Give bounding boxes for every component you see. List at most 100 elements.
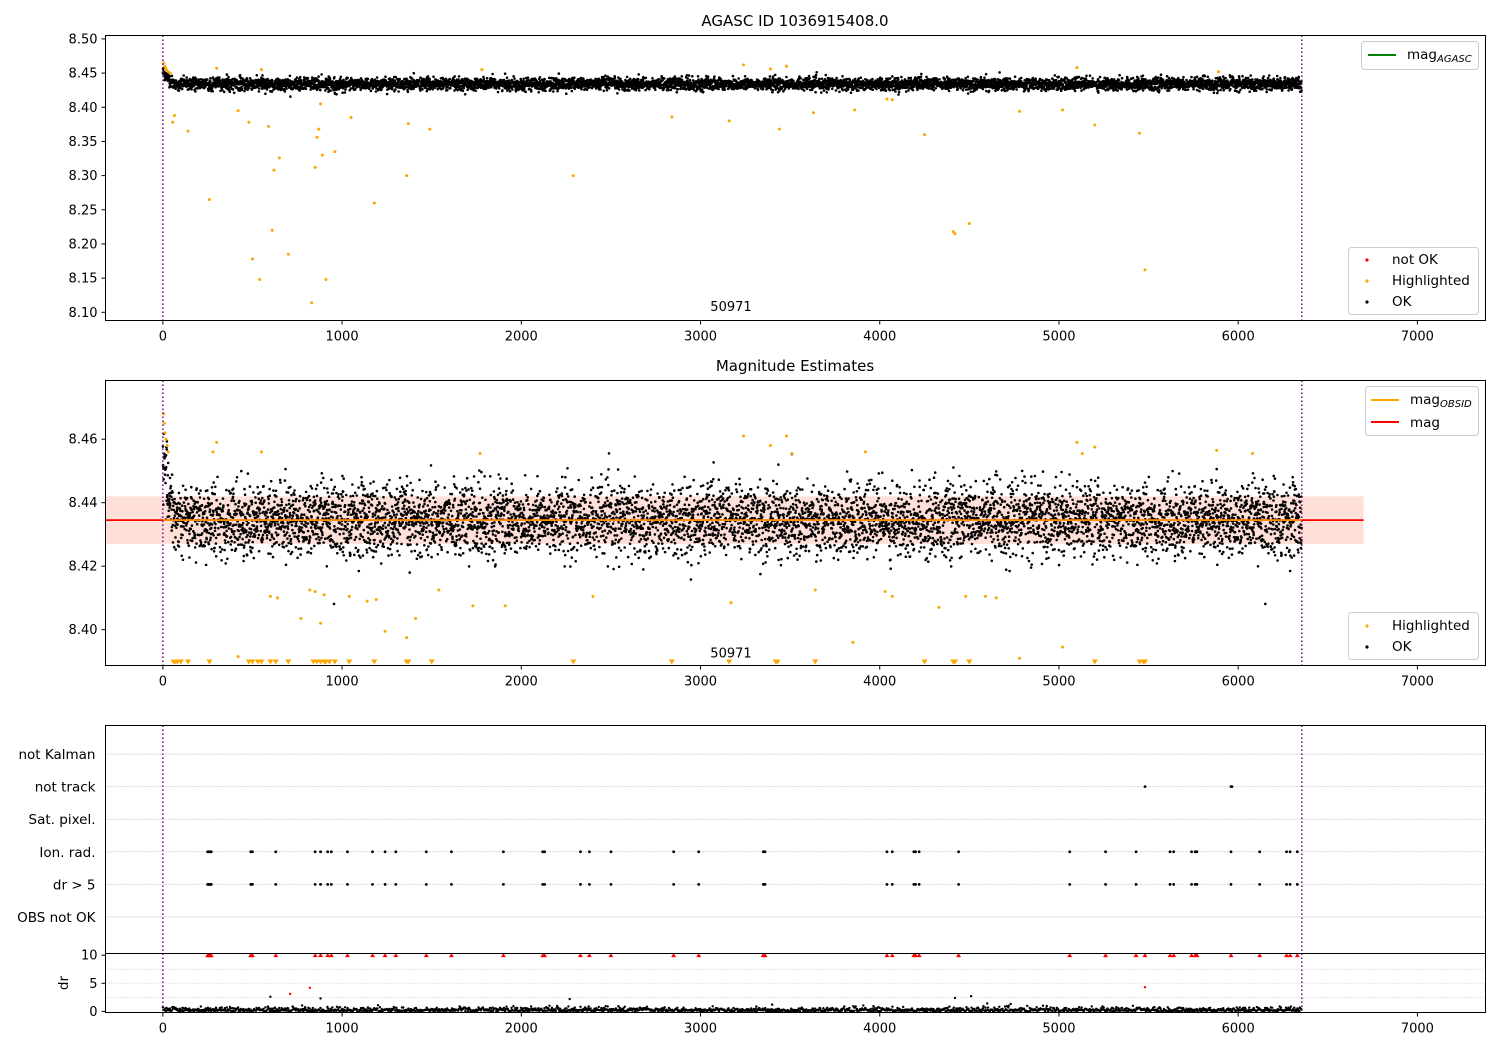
ok-point bbox=[966, 92, 970, 95]
ok-point bbox=[445, 88, 449, 92]
ok-point bbox=[341, 91, 344, 94]
ok-point bbox=[928, 87, 931, 90]
ok-point bbox=[276, 77, 279, 80]
ok-point bbox=[359, 88, 363, 92]
ok-point bbox=[368, 87, 371, 90]
ok-point bbox=[1019, 76, 1023, 80]
ok-point bbox=[667, 88, 670, 92]
ok-point bbox=[346, 76, 349, 80]
ok-point bbox=[717, 87, 720, 91]
ok-point bbox=[324, 89, 327, 92]
ok-point bbox=[243, 89, 246, 93]
ok-point bbox=[406, 90, 410, 94]
ok-point bbox=[394, 88, 397, 91]
ok-point bbox=[912, 85, 915, 88]
ok-point bbox=[613, 76, 617, 80]
ok-point bbox=[934, 87, 937, 90]
ok-point bbox=[880, 77, 884, 81]
ok-point bbox=[841, 75, 844, 78]
ok-point bbox=[524, 90, 527, 94]
ok-point bbox=[557, 72, 561, 75]
ok-point bbox=[547, 76, 551, 80]
ok-point bbox=[663, 77, 666, 80]
ok-point bbox=[343, 91, 347, 94]
ok-point bbox=[835, 76, 838, 80]
ok-point bbox=[319, 88, 322, 92]
ok-point bbox=[676, 88, 680, 91]
ok-point bbox=[802, 89, 806, 92]
ok-point bbox=[875, 87, 878, 91]
ok-point bbox=[599, 88, 602, 91]
ok-point bbox=[369, 89, 373, 93]
ok-point bbox=[412, 71, 416, 75]
ok-point bbox=[884, 89, 888, 92]
ok-point bbox=[616, 92, 619, 95]
ok-point bbox=[808, 76, 811, 80]
ok-point bbox=[687, 80, 690, 84]
ok-point bbox=[179, 86, 182, 90]
ok-point bbox=[669, 88, 673, 92]
ok-point bbox=[526, 76, 530, 79]
ok-point bbox=[792, 79, 795, 83]
ok-point bbox=[888, 88, 892, 92]
ok-point bbox=[644, 76, 648, 80]
ok-point bbox=[344, 88, 347, 91]
ok-point bbox=[920, 72, 923, 76]
ok-point bbox=[648, 87, 651, 91]
ok-point bbox=[393, 79, 397, 82]
ok-point bbox=[496, 90, 500, 94]
ok-point bbox=[771, 88, 775, 92]
ok-point bbox=[232, 91, 236, 95]
ok-point bbox=[768, 75, 772, 78]
ok-point bbox=[820, 91, 823, 94]
ok-point bbox=[979, 75, 983, 79]
ok-point bbox=[562, 80, 565, 84]
ok-point bbox=[238, 73, 242, 77]
ok-point bbox=[218, 76, 221, 79]
ok-point bbox=[966, 75, 970, 79]
ok-point bbox=[909, 76, 913, 80]
panel-agasc-magnitude: AGASC ID 1036915408.0 0 1000 2000 3000 4000 5… bbox=[69, 12, 1486, 345]
chart-title: AGASC ID 1036915408.0 bbox=[701, 12, 888, 30]
ok-point bbox=[814, 76, 818, 80]
ok-point bbox=[1034, 77, 1037, 81]
ok-point bbox=[180, 87, 184, 91]
ok-point bbox=[985, 89, 988, 93]
ok-point bbox=[771, 75, 775, 78]
ok-point bbox=[859, 76, 863, 79]
ok-point bbox=[845, 77, 849, 81]
ok-point bbox=[723, 88, 726, 91]
ok-point bbox=[628, 77, 632, 81]
ok-point bbox=[298, 75, 302, 79]
ok-point bbox=[799, 77, 802, 80]
ok-point bbox=[824, 73, 828, 77]
ok-point bbox=[398, 77, 402, 81]
ok-point bbox=[493, 78, 497, 81]
ok-point bbox=[602, 89, 606, 93]
ok-point bbox=[853, 77, 857, 81]
ok-point bbox=[491, 72, 494, 76]
ok-point bbox=[207, 89, 210, 92]
ok-point bbox=[818, 77, 821, 81]
ok-point bbox=[391, 88, 394, 91]
ok-point bbox=[841, 88, 845, 92]
ok-point bbox=[255, 86, 259, 89]
ok-point bbox=[310, 76, 314, 79]
ok-point bbox=[607, 86, 611, 90]
ok-point bbox=[448, 77, 452, 81]
ok-point bbox=[421, 88, 424, 91]
ok-point bbox=[227, 75, 230, 79]
ok-point bbox=[987, 89, 991, 93]
ok-point bbox=[894, 90, 897, 93]
ok-point bbox=[257, 90, 261, 93]
ok-point bbox=[227, 78, 230, 82]
ok-point bbox=[309, 88, 312, 91]
ok-point bbox=[228, 90, 232, 93]
ok-point bbox=[773, 73, 777, 77]
ok-point bbox=[327, 86, 330, 90]
ok-point bbox=[513, 77, 516, 80]
ok-point bbox=[529, 90, 533, 93]
ok-point bbox=[588, 86, 592, 89]
ok-point bbox=[1013, 75, 1017, 78]
